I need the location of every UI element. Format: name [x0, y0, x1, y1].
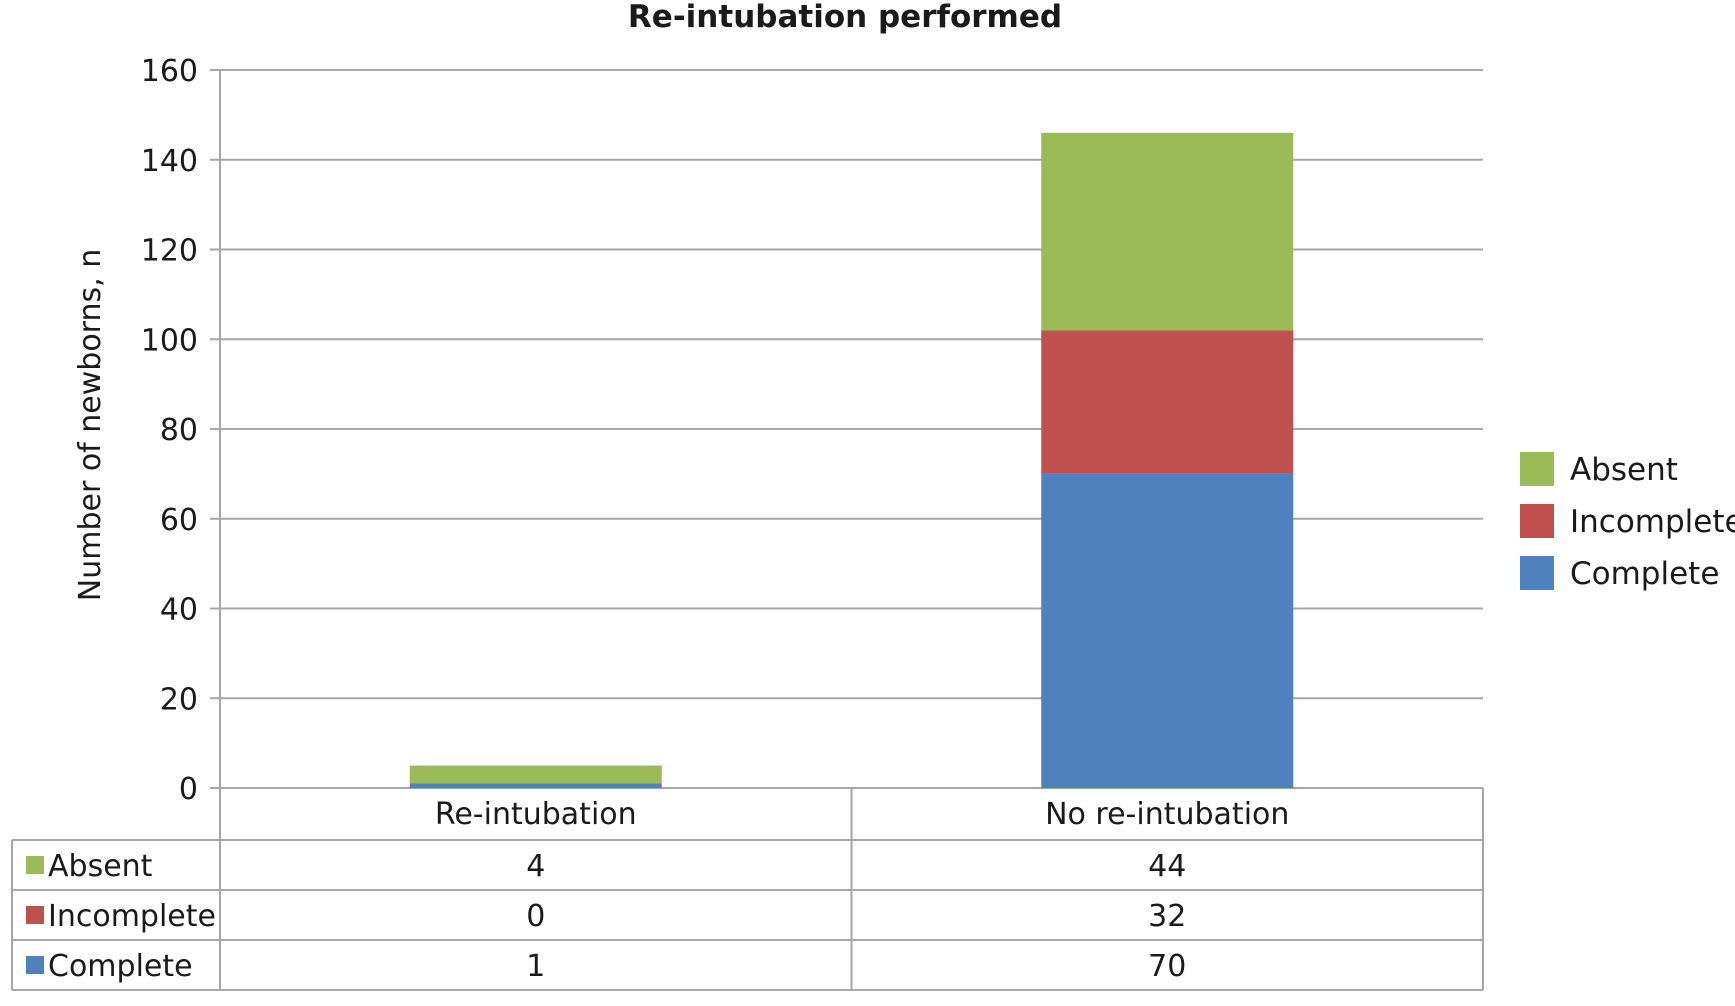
- data-label-absent-no-re-intubation: 44: [1148, 849, 1186, 884]
- y-tick-label-100: 100: [141, 323, 198, 358]
- gridlines: [210, 69, 1483, 789]
- bar-complete-re-intubation: [409, 783, 662, 788]
- data-label-incomplete-re-intubation: 0: [526, 899, 545, 934]
- bar-complete-no-re-intubation: [1041, 473, 1294, 788]
- y-tick-label-160: 160: [141, 54, 198, 89]
- y-tick-labels: 0 20 40 60 80 100 120 140 160: [141, 54, 198, 807]
- table-swatch-complete: [26, 956, 44, 974]
- bar-absent-no-re-intubation: [1041, 132, 1294, 331]
- legend-label-absent: Absent: [1570, 452, 1678, 488]
- y-tick-label-80: 80: [160, 413, 198, 448]
- y-tick-label-20: 20: [160, 682, 198, 717]
- bar-incomplete-no-re-intubation: [1041, 330, 1294, 474]
- y-tick-label-40: 40: [160, 593, 198, 628]
- legend-swatch-complete: [1520, 556, 1554, 590]
- bars: [409, 132, 1294, 788]
- legend: Absent Incomplete Complete: [1520, 452, 1735, 592]
- y-tick-label-140: 140: [141, 144, 198, 179]
- table-row-label-complete: Complete: [48, 949, 193, 984]
- data-label-complete-no-re-intubation: 70: [1148, 949, 1186, 984]
- legend-swatch-absent: [1520, 452, 1554, 486]
- legend-swatch-incomplete: [1520, 504, 1554, 538]
- x-tick-label-no-re-intubation: No re-intubation: [1045, 797, 1289, 832]
- y-axis-label: Number of newborns, n: [73, 249, 108, 601]
- table-row-label-incomplete: Incomplete: [48, 899, 216, 934]
- data-label-complete-re-intubation: 1: [526, 949, 545, 984]
- bar-absent-re-intubation: [409, 765, 662, 784]
- data-label-absent-re-intubation: 4: [526, 849, 545, 884]
- y-tick-label-0: 0: [179, 772, 198, 807]
- legend-label-incomplete: Incomplete: [1570, 504, 1735, 540]
- table-swatch-incomplete: [26, 906, 44, 924]
- table-row-label-absent: Absent: [48, 849, 153, 884]
- y-tick-label-60: 60: [160, 503, 198, 538]
- chart-title: Re-intubation performed: [628, 0, 1062, 35]
- x-tick-label-re-intubation: Re-intubation: [435, 797, 637, 832]
- legend-label-complete: Complete: [1570, 556, 1719, 592]
- table-swatch-absent: [26, 856, 44, 874]
- data-label-incomplete-no-re-intubation: 32: [1148, 899, 1186, 934]
- y-tick-label-120: 120: [141, 234, 198, 269]
